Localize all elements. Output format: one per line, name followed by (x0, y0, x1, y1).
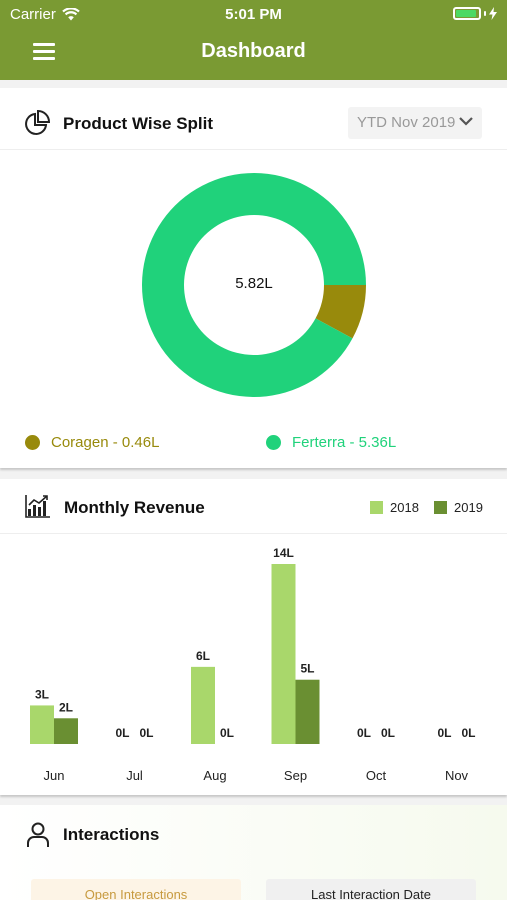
legend-label-ferterra: Ferterra - 5.36L (292, 434, 397, 451)
bar-value-label: 0L (381, 726, 395, 740)
donut-slice-ferterra[interactable] (142, 172, 366, 397)
monthly-revenue-header: Monthly Revenue 2018 2019 (0, 479, 507, 534)
bar-value-label: 0L (461, 726, 475, 740)
page-title: Dashboard (201, 40, 306, 62)
donut-total-label: 5.82L (235, 275, 273, 292)
legend-coragen: Coragen - 0.46L (25, 434, 159, 451)
legend-2018: 2018 (370, 500, 419, 515)
legend-2019: 2019 (434, 500, 483, 515)
battery-icon (453, 7, 497, 20)
charging-bolt-icon (489, 7, 497, 20)
bar-value-label: 0L (115, 726, 129, 740)
bar-value-label: 5L (300, 662, 314, 676)
status-time: 5:01 PM (225, 6, 282, 23)
pie-chart-icon (25, 110, 50, 135)
monthly-revenue-title: Monthly Revenue (64, 498, 205, 517)
monthly-revenue-chart: 3L 2L Jun 0L 0L Jul 6L 0L Aug 14L 5L Sep 0L 0L Oct 0L 0L… (30, 546, 476, 783)
legend-ferterra: Ferterra - 5.36L (266, 434, 396, 451)
bar-value-label: 6L (196, 649, 210, 663)
x-tick-label-jun: Jun (44, 768, 65, 783)
product-split-title: Product Wise Split (63, 114, 214, 133)
bar-jun-2018[interactable] (30, 705, 54, 744)
donut-slice-coragen[interactable] (315, 285, 366, 339)
bar-chart-icon (25, 495, 50, 518)
bar-value-label: 0L (139, 726, 153, 740)
legend-swatch-2019 (434, 501, 447, 514)
x-tick-label-nov: Nov (445, 768, 469, 783)
period-dropdown[interactable]: YTD Nov 2019 (348, 107, 482, 139)
legend-dot-coragen (25, 435, 40, 450)
carrier-info: Carrier (10, 6, 80, 23)
bar-value-label: 0L (357, 726, 371, 740)
product-split-donut (142, 172, 366, 397)
legend-label-2019: 2019 (454, 500, 483, 515)
x-tick-label-sep: Sep (284, 768, 307, 783)
legend-dot-ferterra (266, 435, 281, 450)
bar-value-label: 0L (437, 726, 451, 740)
x-tick-label-jul: Jul (126, 768, 143, 783)
legend-label-2018: 2018 (390, 500, 419, 515)
bar-value-label: 14L (273, 546, 294, 560)
wifi-icon (62, 8, 80, 21)
bar-sep-2019[interactable] (295, 679, 320, 744)
bar-value-label: 2L (59, 700, 73, 714)
bar-jun-2019[interactable] (54, 718, 78, 744)
status-bar: Carrier 5:01 PM (0, 0, 507, 28)
interactions-card: Interactions Open Interactions Last Inte… (0, 805, 507, 900)
product-split-card: Product Wise Split YTD Nov 2019 5.82L Co… (0, 88, 507, 468)
legend-swatch-2018 (370, 501, 383, 514)
x-tick-label-aug: Aug (203, 768, 226, 783)
user-icon (27, 822, 49, 847)
open-interactions-button[interactable]: Open Interactions (31, 879, 241, 900)
product-split-header: Product Wise Split YTD Nov 2019 (0, 88, 507, 150)
monthly-revenue-card: Monthly Revenue 2018 2019 3L 2L Jun 0L 0L Jul… (0, 479, 507, 795)
carrier-label: Carrier (10, 6, 56, 23)
bar-aug-2018[interactable] (191, 666, 215, 744)
last-interaction-date-button[interactable]: Last Interaction Date (266, 879, 476, 900)
bar-value-label: 3L (35, 687, 49, 701)
period-value: YTD Nov 2019 (357, 114, 456, 131)
legend-label-coragen: Coragen - 0.46L (51, 434, 160, 451)
bar-value-label: 0L (220, 726, 234, 740)
bar-sep-2018[interactable] (271, 564, 296, 744)
x-tick-label-oct: Oct (366, 768, 387, 783)
app-header: Carrier 5:01 PM Dashboard (0, 0, 507, 80)
chevron-down-icon (459, 117, 473, 126)
interactions-title: Interactions (63, 825, 160, 844)
hamburger-menu-icon[interactable] (33, 43, 55, 60)
nav-bar: Dashboard (0, 28, 507, 80)
